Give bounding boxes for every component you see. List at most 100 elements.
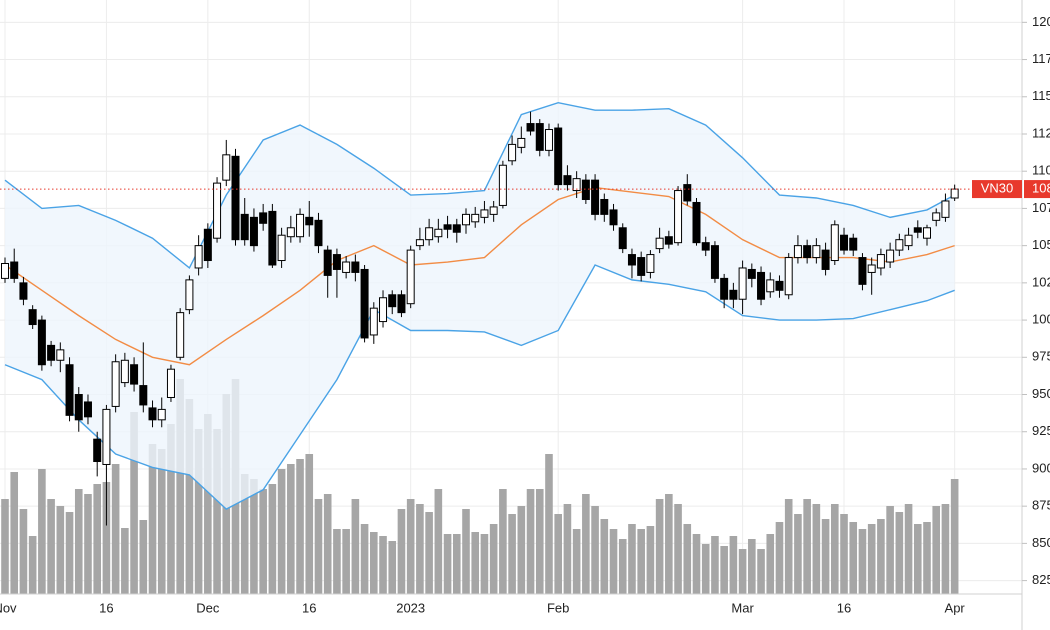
candle-body (323, 249, 332, 276)
candle-body (692, 201, 701, 244)
volume-bar (748, 539, 756, 594)
volume-bar (148, 444, 157, 594)
candle-body (489, 206, 498, 215)
candle-body (830, 224, 839, 262)
y-tick-label: 1125 (1032, 125, 1050, 140)
candle-body (710, 245, 719, 279)
volume-bar (84, 494, 92, 594)
candle-body (157, 408, 166, 421)
volume-bar (674, 504, 682, 594)
candle-body (941, 200, 950, 218)
volume-bar (443, 534, 452, 594)
volume-bar (554, 514, 562, 594)
volume-bar (121, 528, 129, 594)
candle-body (268, 210, 277, 266)
candle-body (858, 257, 867, 285)
candle-body (895, 239, 904, 251)
y-tick-label: 975 (1032, 349, 1050, 364)
volume-bar (425, 512, 433, 594)
volume-bar (213, 429, 221, 594)
volume-bar (526, 489, 535, 594)
volume-bar (342, 529, 350, 594)
volume-bar (665, 494, 673, 594)
candle-body (757, 271, 766, 300)
candle-body (471, 213, 480, 223)
candle-body (203, 228, 212, 262)
candle-body (462, 213, 470, 226)
candle-body (563, 175, 572, 186)
volume-bar (434, 489, 443, 594)
candle-body (425, 227, 434, 241)
price-tag: VN30 1088 (0, 180, 1050, 199)
volume-bar (535, 489, 544, 594)
volume-bar (738, 549, 747, 594)
volume-bar (840, 514, 848, 594)
volume-bar (157, 449, 166, 594)
volume-bar (406, 499, 415, 594)
candle-body (305, 216, 314, 226)
candle-body (508, 143, 517, 162)
candle-body (342, 261, 351, 273)
volume-bar (351, 499, 360, 594)
volume-bar (47, 499, 55, 594)
volume-bar (655, 499, 664, 594)
candle-body (600, 198, 609, 215)
band-upper (4, 101, 955, 270)
bollinger-bands (4, 101, 955, 510)
volume-bar (877, 519, 885, 594)
candle-body (738, 267, 747, 300)
band-lower (4, 264, 955, 510)
candle-body (913, 227, 922, 233)
volume-bar (941, 504, 950, 594)
candle-body (554, 127, 563, 186)
y-tick-label: 1175 (1032, 51, 1050, 66)
volume-bar (194, 429, 203, 594)
candle-body (379, 297, 388, 323)
candle-body (130, 364, 139, 385)
candle-body (664, 236, 673, 245)
volume-bar (683, 524, 692, 594)
candle-body (185, 279, 194, 311)
volume-bar (250, 479, 258, 594)
candle-body (369, 307, 378, 336)
y-tick-label: 950 (1032, 386, 1050, 401)
volume-bar (729, 536, 738, 594)
volume-bar (111, 464, 120, 594)
volume-bar (287, 464, 295, 594)
candle-body (517, 137, 526, 148)
candle-body (213, 182, 222, 239)
candle-body (83, 401, 92, 418)
volume-bar (803, 499, 811, 594)
volume-bar (701, 544, 710, 594)
volume-bar (314, 499, 323, 594)
candle-body (591, 179, 600, 215)
candle-body (332, 254, 341, 270)
candle-body (249, 216, 258, 247)
volume-bar (932, 506, 941, 594)
volume-bar (563, 504, 572, 594)
y-tick-label: 850 (1032, 535, 1050, 550)
candle-body (74, 394, 83, 421)
y-tick-label: 1000 (1032, 312, 1050, 327)
candle-body (729, 289, 738, 300)
volume-bar (582, 494, 590, 594)
candle-body (259, 212, 268, 224)
volume-bar (333, 529, 341, 594)
volume-bar (600, 519, 609, 594)
candle-body (47, 344, 56, 361)
volume-bar (65, 512, 74, 594)
candle-body (720, 277, 729, 300)
series-tag (972, 180, 1022, 199)
volume-bar (628, 524, 636, 594)
volume-bar (130, 412, 138, 594)
x-tick-label: Nov (0, 600, 17, 615)
volume-bar (167, 424, 175, 594)
candle-body (388, 294, 397, 308)
volume-bar (388, 541, 397, 594)
x-tick-label: Mar (731, 600, 754, 615)
volume-bar (323, 494, 332, 594)
candle-body (120, 359, 129, 384)
candle-body (480, 209, 489, 218)
candle-body (231, 155, 240, 241)
volume-bar (950, 479, 959, 594)
